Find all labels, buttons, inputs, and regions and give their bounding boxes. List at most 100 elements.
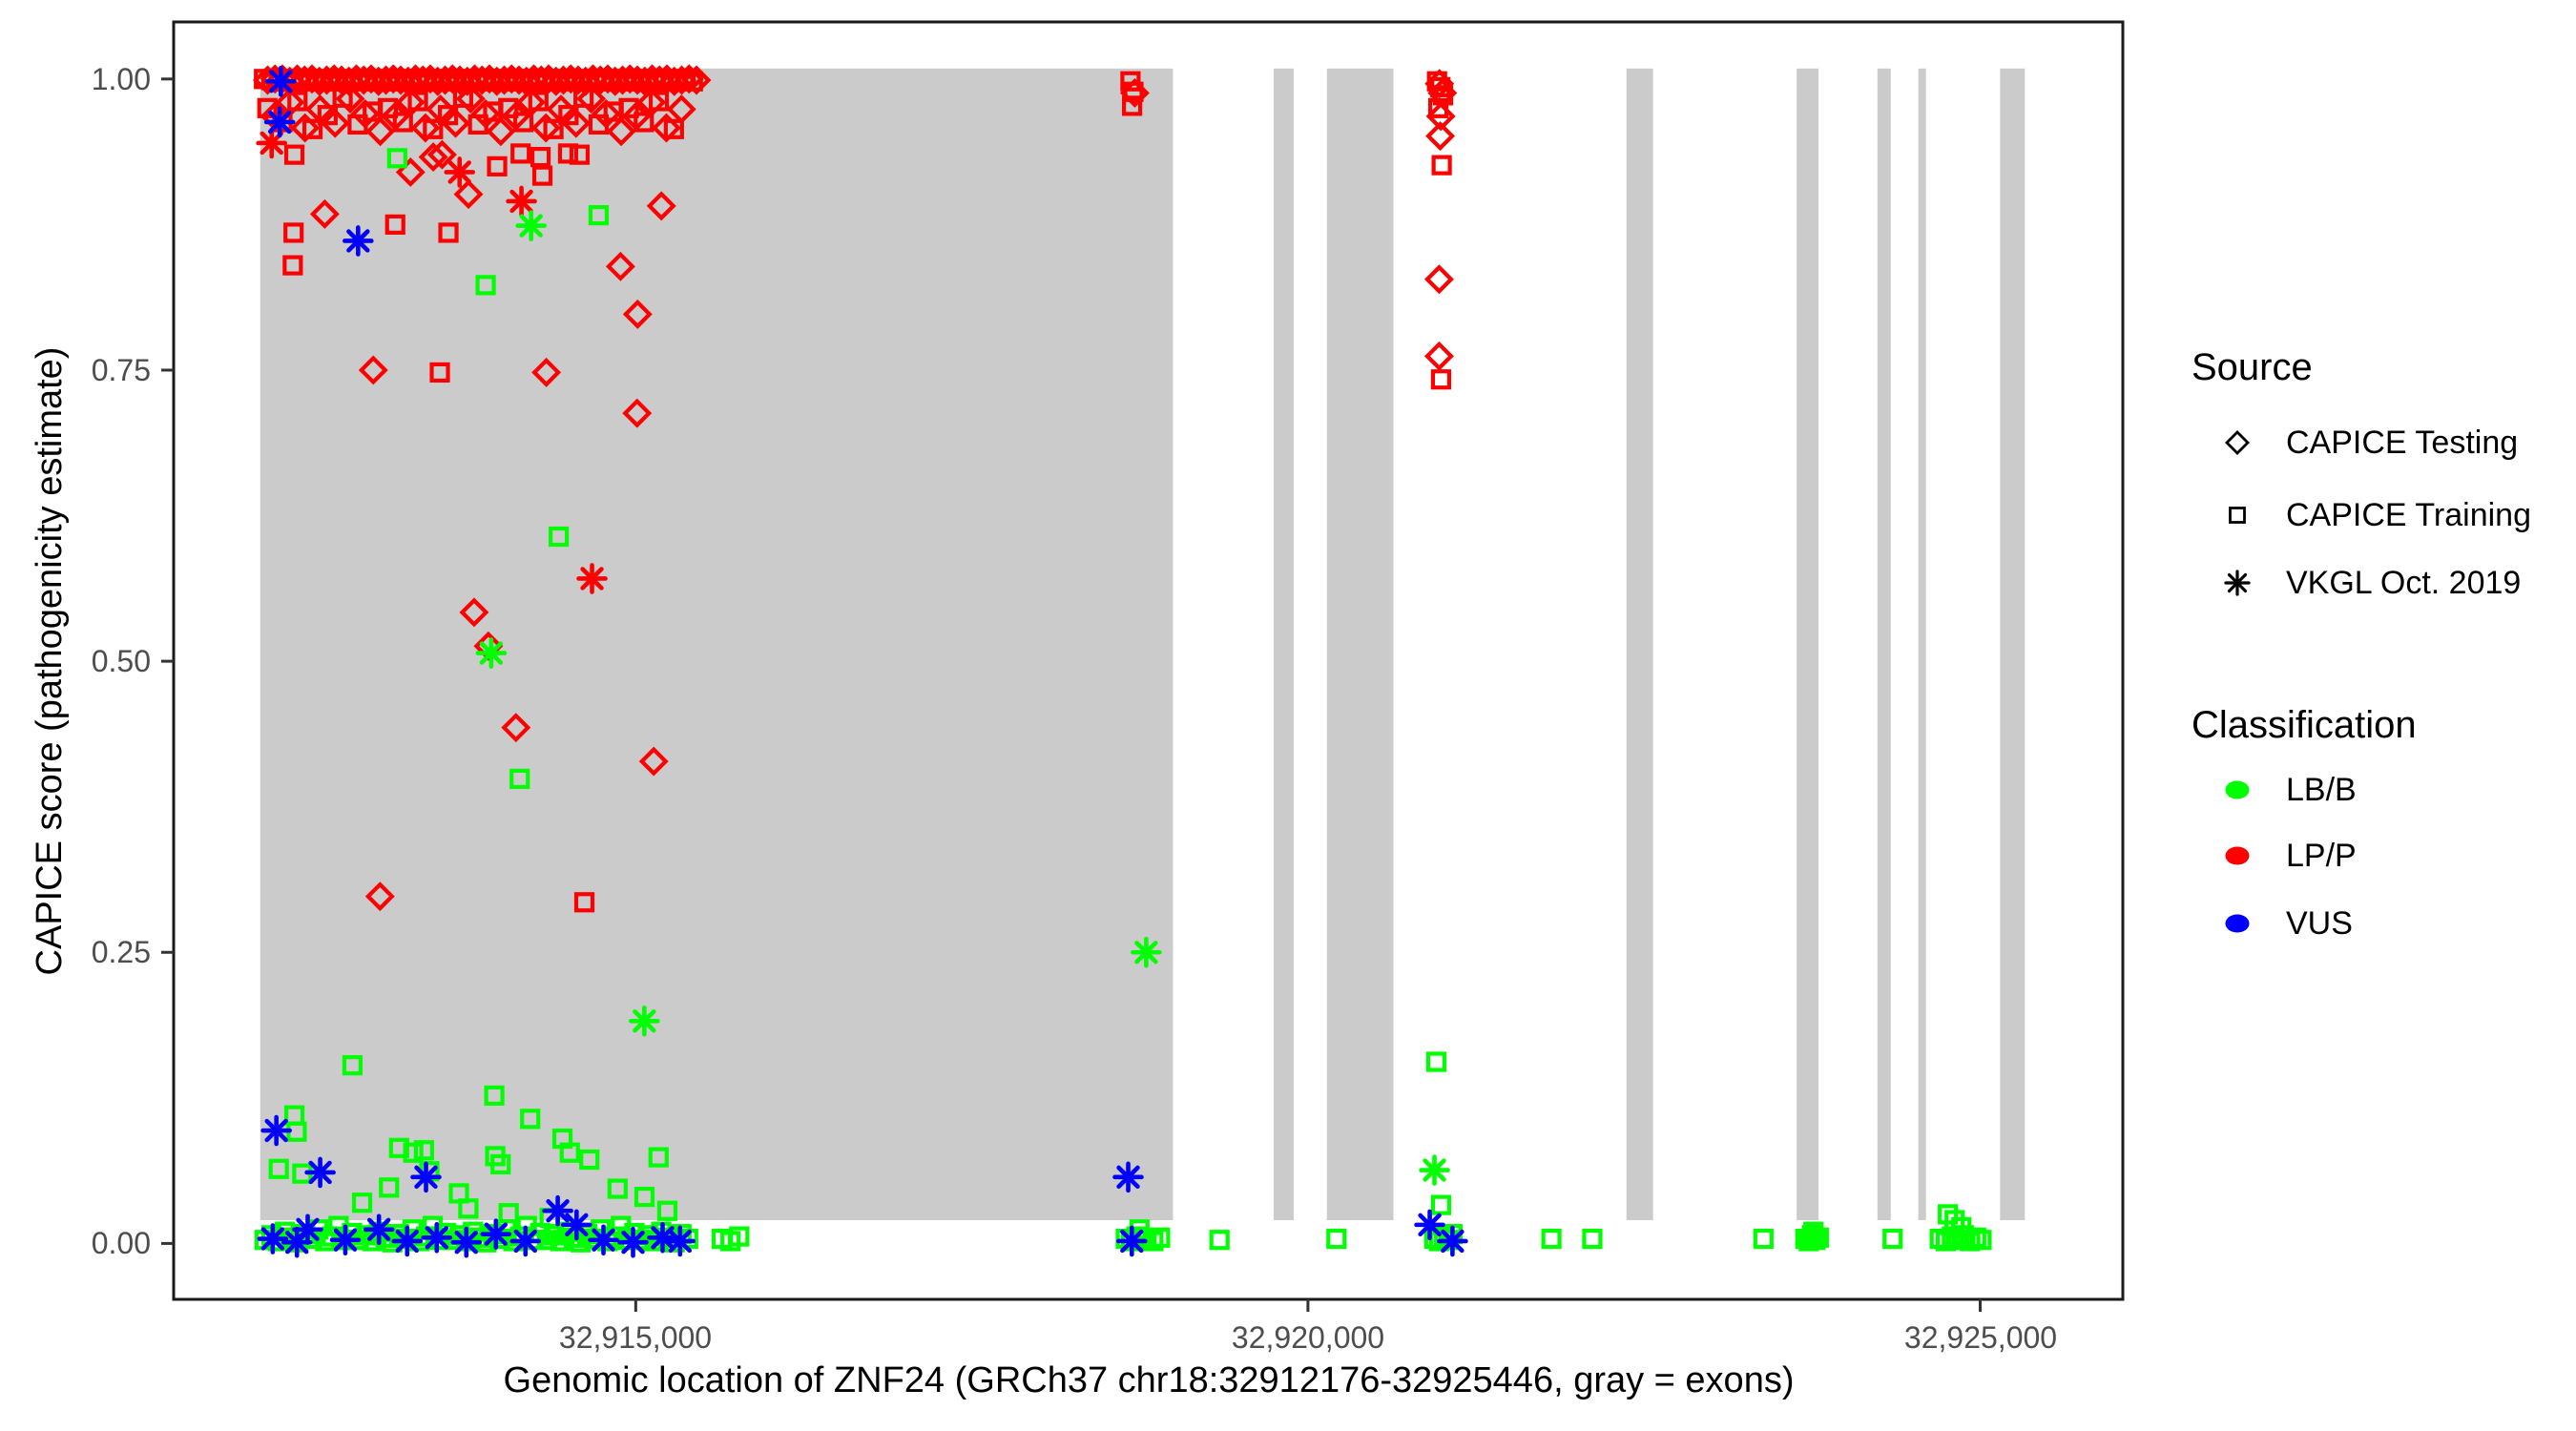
vus-color-dot-icon <box>2225 914 2250 933</box>
data-point <box>634 1186 655 1208</box>
data-point <box>364 881 395 912</box>
y-tick-label-0.50: 0.50 <box>91 644 151 678</box>
data-point <box>418 142 448 173</box>
data-point <box>506 185 537 218</box>
data-point <box>380 101 410 132</box>
data-point <box>1120 71 1141 92</box>
data-point <box>546 94 576 125</box>
data-point <box>329 1224 362 1256</box>
data-point <box>265 65 297 97</box>
exon-rect <box>1273 68 1294 1220</box>
data-point <box>358 355 388 385</box>
data-point <box>256 127 288 159</box>
data-point <box>576 563 608 594</box>
exon-rect <box>1626 68 1653 1220</box>
data-point <box>309 198 340 229</box>
data-point <box>1425 101 1456 132</box>
data-point <box>530 146 551 168</box>
data-point <box>666 94 696 125</box>
data-point <box>388 1137 409 1158</box>
data-point <box>459 597 489 628</box>
data-point <box>1326 1228 1347 1250</box>
data-point <box>1808 1227 1829 1248</box>
data-point <box>1414 1209 1445 1241</box>
data-point <box>498 1203 519 1224</box>
data-point <box>379 1177 400 1198</box>
data-point <box>622 299 653 329</box>
data-point <box>1423 264 1454 295</box>
data-point <box>1951 1216 1972 1237</box>
data-point <box>646 191 676 221</box>
data-point <box>438 222 459 243</box>
data-point <box>605 251 635 281</box>
exon-rect <box>260 68 1174 1220</box>
data-point <box>364 66 394 96</box>
legend-item-lpp: LP/P <box>2286 838 2357 874</box>
data-point <box>674 64 704 94</box>
data-point <box>515 87 546 117</box>
data-point <box>1112 1161 1144 1193</box>
y-tick-label-0.75: 0.75 <box>91 353 151 387</box>
data-point <box>490 1153 511 1175</box>
data-point <box>480 1218 512 1250</box>
data-point <box>531 165 553 186</box>
data-point <box>304 94 335 125</box>
y-tick-label-1.00: 1.00 <box>91 62 151 96</box>
data-point <box>426 139 457 170</box>
data-point <box>1150 1227 1171 1248</box>
data-point <box>455 84 486 114</box>
data-point <box>304 66 335 96</box>
data-point <box>292 1213 323 1246</box>
data-point <box>410 113 441 143</box>
data-point <box>484 1085 505 1106</box>
data-point <box>651 113 681 143</box>
data-point <box>444 156 476 188</box>
data-point <box>343 225 374 257</box>
data-point <box>629 1005 660 1037</box>
data-point <box>664 1225 696 1257</box>
data-point <box>561 108 592 138</box>
data-point <box>622 398 653 428</box>
data-point <box>1430 369 1452 390</box>
data-point <box>268 1158 289 1179</box>
data-point <box>576 84 607 114</box>
data-point <box>588 1224 619 1256</box>
legend-item-capice-testing: CAPICE Testing <box>2286 425 2519 461</box>
data-point <box>403 1142 424 1163</box>
data-point <box>588 205 610 226</box>
data-point <box>515 210 547 241</box>
data-point <box>1431 155 1452 176</box>
data-point <box>257 97 278 118</box>
data-point <box>475 637 508 669</box>
data-point <box>531 357 562 387</box>
data-point <box>606 116 636 147</box>
data-point <box>487 156 508 176</box>
data-point <box>290 113 321 143</box>
data-point <box>391 1225 424 1257</box>
legend-item-vus: VUS <box>2286 905 2353 942</box>
data-point <box>600 66 631 96</box>
data-point <box>1419 1154 1450 1186</box>
data-point <box>681 65 712 95</box>
data-point <box>636 87 667 117</box>
data-point <box>1423 341 1454 371</box>
data-point <box>350 98 381 129</box>
data-point <box>509 1225 542 1257</box>
data-point <box>1209 1230 1230 1251</box>
data-point <box>530 113 561 143</box>
exon-rect <box>1877 68 1891 1220</box>
legend-item-vkgl: VKGL Oct. 2019 <box>2286 565 2522 601</box>
legend-item-lbb: LB/B <box>2286 772 2357 808</box>
data-point <box>335 84 365 114</box>
data-point <box>621 101 652 132</box>
data-point <box>729 1226 750 1247</box>
data-point <box>475 275 496 296</box>
data-point <box>509 768 530 789</box>
data-point <box>1753 1228 1774 1250</box>
data-point <box>638 746 669 777</box>
data-point <box>659 66 690 96</box>
data-point <box>413 1140 434 1161</box>
data-point <box>1882 1228 1903 1250</box>
data-point <box>1121 95 1143 116</box>
